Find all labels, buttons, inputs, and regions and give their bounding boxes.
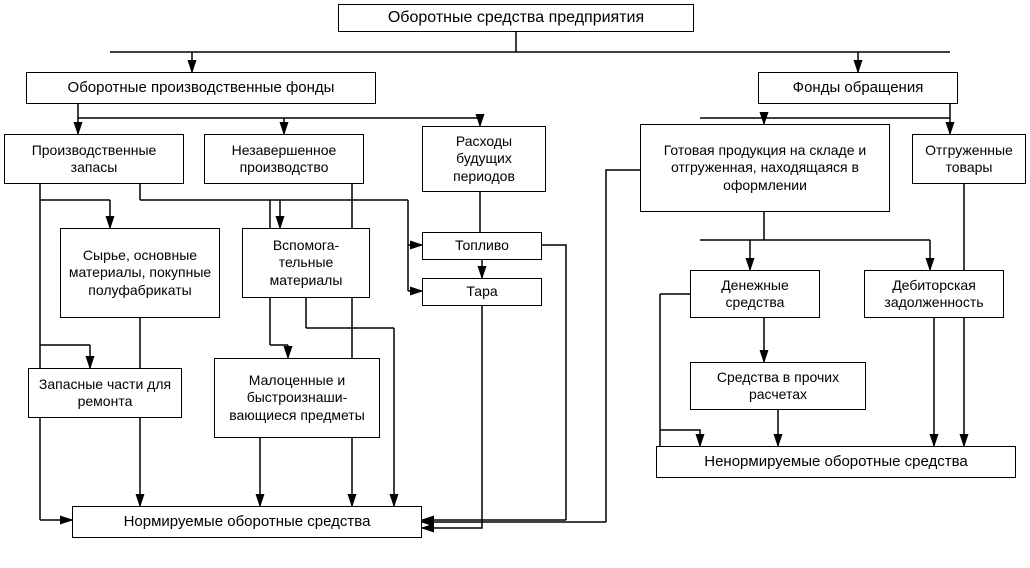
flowchart-canvas: Оборотные средства предприятия Оборотные … (0, 0, 1030, 568)
node-root: Оборотные средства предприятия (338, 4, 694, 32)
node-fuel: Топливо (422, 232, 542, 260)
node-spare: Запасные части для ремонта (28, 368, 182, 418)
node-receivables: Дебиторская задолженность (864, 270, 1004, 318)
node-cash: Денежные средства (690, 270, 820, 318)
edge-38 (422, 306, 482, 528)
node-tara: Тара (422, 278, 542, 306)
node-non_normed: Ненормируемые оборотные средства (656, 446, 1016, 478)
edge-48 (606, 170, 640, 522)
node-raw: Сырье, основные материалы, покупные полу… (60, 228, 220, 318)
edge-4 (78, 104, 480, 118)
edge-55 (660, 430, 700, 446)
node-other_settle: Средства в прочих расчетах (690, 362, 866, 410)
edge-35 (542, 245, 566, 520)
node-prod_stock: Производственные запасы (4, 134, 184, 184)
node-prod_funds: Оборотные производственные фонды (26, 72, 376, 104)
node-future_exp: Расходы будущих периодов (422, 126, 546, 192)
node-aux: Вспомога- тельные материалы (242, 228, 370, 298)
node-wip: Незавершенное производство (204, 134, 364, 184)
node-normed: Нормируемые оборотные средства (72, 506, 422, 538)
node-finished: Готовая продукция на складе и отгруженна… (640, 124, 890, 212)
node-low_value: Малоценные и быстроизнаши- вающиеся пред… (214, 358, 380, 438)
node-shipped: Отгруженные товары (912, 134, 1026, 184)
node-circ_funds: Фонды обращения (758, 72, 958, 104)
